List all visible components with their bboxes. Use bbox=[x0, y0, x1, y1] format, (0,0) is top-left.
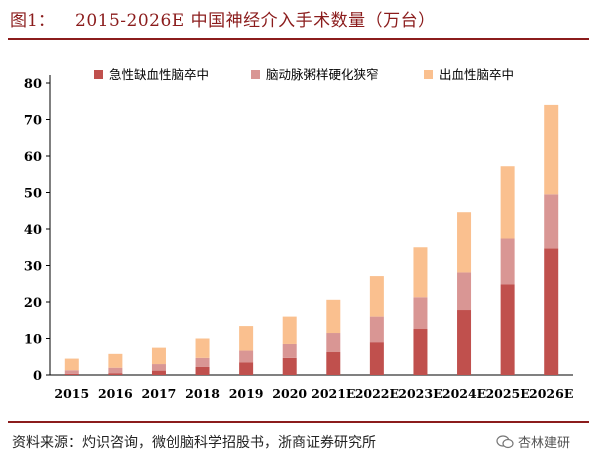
bar-segment bbox=[108, 353, 123, 368]
y-tick-label: 10 bbox=[24, 333, 42, 348]
bar-segment bbox=[151, 364, 166, 371]
bar-segment bbox=[151, 347, 166, 365]
bar-segment bbox=[239, 326, 254, 351]
y-tick-label: 40 bbox=[24, 223, 42, 238]
chart-area: 0 10 20 30 40 50 60 70 80 2015 2016 2017 2018 2019 202… bbox=[0, 48, 597, 418]
bar-segment bbox=[369, 316, 384, 343]
footer-divider bbox=[8, 421, 589, 423]
legend-label: 急性缺血性脑卒中 bbox=[109, 67, 209, 82]
bar-segment bbox=[239, 362, 254, 375]
legend-swatch bbox=[94, 70, 103, 79]
bar-segment bbox=[282, 316, 297, 344]
x-tick-label: 2021E bbox=[311, 386, 355, 401]
x-tick-label: 2020 bbox=[272, 386, 307, 401]
bar-segment bbox=[369, 342, 384, 375]
x-tick-label: 2015 bbox=[54, 386, 89, 401]
bar-segment bbox=[108, 373, 123, 375]
x-tick-label: 2025E bbox=[485, 386, 529, 401]
title-divider bbox=[8, 38, 589, 40]
y-tick-label: 50 bbox=[24, 187, 42, 202]
bar-segment bbox=[326, 299, 341, 334]
figure-title: 2015-2026E 中国神经介入手术数量（万台） bbox=[75, 11, 436, 31]
wechat-icon bbox=[496, 434, 514, 448]
watermark-text: 杏林建研 bbox=[518, 436, 571, 451]
bar-segment bbox=[326, 333, 341, 353]
legend-label: 脑动脉粥样硬化狭窄 bbox=[266, 67, 379, 82]
stacked-bar-chart: 0 10 20 30 40 50 60 70 80 2015 2016 2017 2018 2019 202… bbox=[24, 67, 573, 401]
bar-segment bbox=[413, 297, 428, 330]
watermark: 杏林建研 bbox=[496, 432, 570, 451]
x-tick-label: 2018 bbox=[185, 386, 220, 401]
bar-segment bbox=[64, 373, 79, 375]
bar-segment bbox=[64, 358, 79, 371]
bar-segment bbox=[413, 247, 428, 298]
x-tick-label: 2017 bbox=[142, 386, 177, 401]
bar-segment bbox=[195, 357, 210, 367]
figure-label: 图1： bbox=[10, 11, 55, 31]
y-tick-label: 0 bbox=[33, 369, 42, 384]
bar-segment bbox=[369, 276, 384, 317]
bar-segment bbox=[500, 238, 515, 285]
bar-segment bbox=[151, 370, 166, 375]
bar-segment bbox=[413, 329, 428, 375]
bar-segment bbox=[326, 352, 341, 375]
bar-segment bbox=[544, 248, 559, 375]
bar-segment bbox=[282, 357, 297, 375]
y-tick-label: 70 bbox=[24, 114, 42, 129]
legend-swatch bbox=[251, 70, 260, 79]
bar-segment bbox=[195, 366, 210, 375]
x-tick-label: 2022E bbox=[355, 386, 399, 401]
bar-segment bbox=[457, 272, 472, 311]
bar-segment bbox=[239, 350, 254, 363]
x-tick-label: 2016 bbox=[98, 386, 133, 401]
y-tick-label: 20 bbox=[24, 296, 42, 311]
x-tick-label: 2023E bbox=[398, 386, 442, 401]
x-tick-label: 2024E bbox=[442, 386, 486, 401]
x-tick-label: 2019 bbox=[229, 386, 264, 401]
bar-segment bbox=[195, 338, 210, 358]
bar-segment bbox=[457, 212, 472, 273]
bar-segment bbox=[282, 343, 297, 358]
bar-segment bbox=[108, 367, 123, 374]
source-note: 资料来源：灼识咨询，微创脑科学招股书，浙商证券研究所 bbox=[12, 435, 376, 451]
y-tick-label: 60 bbox=[24, 150, 42, 165]
bar-segment bbox=[544, 104, 559, 195]
bar-segment bbox=[457, 310, 472, 375]
legend-label: 出血性脑卒中 bbox=[439, 67, 514, 82]
bar-segment bbox=[544, 194, 559, 249]
bar-segment bbox=[500, 166, 515, 239]
figure-title-bar: 图1： 2015-2026E 中国神经介入手术数量（万台） bbox=[0, 0, 597, 42]
y-tick-label: 80 bbox=[24, 77, 42, 92]
x-tick-label: 2026E bbox=[529, 386, 573, 401]
y-tick-label: 30 bbox=[24, 260, 42, 275]
legend-swatch bbox=[424, 70, 433, 79]
bar-segment bbox=[64, 370, 79, 374]
bar-segment bbox=[500, 284, 515, 375]
